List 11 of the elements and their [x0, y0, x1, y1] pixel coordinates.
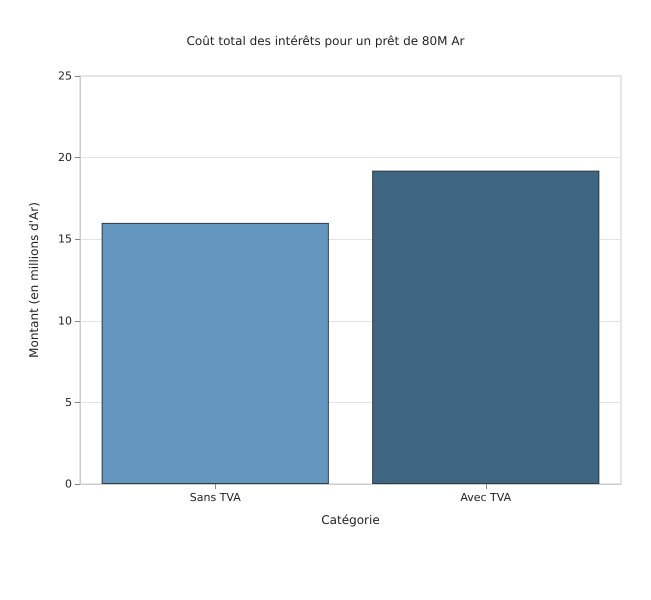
y-tick-label: 15 — [58, 232, 72, 246]
y-tick-label: 25 — [58, 70, 72, 82]
chart-title: Coût total des intérêts pour un prêt de 80M Ar — [186, 34, 465, 48]
y-tick-label: 10 — [58, 314, 72, 328]
x-axis-title: Catégorie — [321, 513, 380, 527]
y-tick-label: 0 — [65, 478, 72, 490]
x-tick-label: Avec TVA — [460, 491, 512, 504]
x-tick-label: Sans TVA — [190, 491, 242, 504]
y-axis-title: Montant (en millions d'Ar) — [27, 202, 41, 358]
y-tick-label: 20 — [58, 151, 72, 164]
y-tick-label: 5 — [65, 396, 72, 409]
